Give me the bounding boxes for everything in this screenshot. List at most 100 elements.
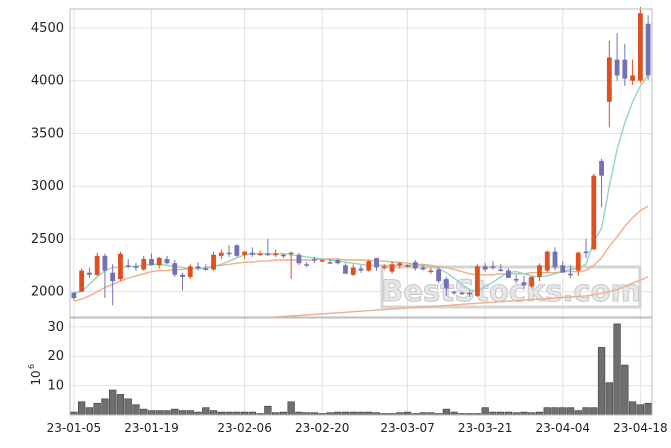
- candle-body: [118, 253, 123, 280]
- candle-body: [513, 279, 519, 281]
- volume-bar: [147, 410, 156, 416]
- candle-body: [327, 262, 333, 264]
- candle-body: [599, 160, 604, 176]
- ma-mid-line: [73, 205, 649, 302]
- candle-body: [459, 292, 465, 295]
- candle-body: [234, 245, 240, 256]
- candle-body: [436, 269, 442, 282]
- volume-grid: [70, 318, 652, 415]
- volume-bar: [116, 394, 125, 416]
- price-tick-label: 2500: [31, 232, 64, 247]
- volume-bar: [171, 408, 179, 416]
- candle-body: [343, 265, 348, 274]
- price-tick-label: 3500: [31, 126, 64, 141]
- candle-body: [280, 254, 286, 257]
- volume-bar: [163, 410, 171, 416]
- candle-body: [211, 254, 216, 270]
- volume-bar: [605, 382, 613, 416]
- volume-unit-base: 10: [29, 370, 43, 385]
- volume-bar: [155, 410, 163, 416]
- volume-bar: [178, 410, 187, 416]
- candle-body: [552, 251, 558, 268]
- volume-tick-label: 20: [47, 349, 64, 364]
- date-tick-label: 23-03-07: [380, 421, 434, 435]
- price-axis-ticks: 2000 2500 3000 3500 4000 4500: [31, 21, 64, 300]
- candle-body: [226, 252, 232, 255]
- candle-body: [273, 253, 279, 256]
- candle-body: [187, 266, 193, 277]
- candle-body: [443, 279, 449, 289]
- volume-bar: [644, 402, 652, 416]
- candle-body: [606, 57, 612, 102]
- watermark-text: BestStocks.com: [381, 274, 641, 308]
- volume-bar: [140, 408, 148, 416]
- date-tick-label: 23-03-21: [458, 421, 512, 435]
- date-axis-ticks: 23-01-05 23-01-19 23-02-06 23-02-20 23-03-07…: [47, 421, 668, 435]
- candle-body: [614, 59, 620, 76]
- candle-body: [110, 272, 116, 282]
- candle-body: [156, 257, 162, 266]
- candle-body: [242, 251, 248, 255]
- date-tick-label: 23-02-20: [295, 421, 349, 435]
- volume-tick-label: 30: [47, 320, 64, 335]
- volume-bar: [590, 407, 598, 416]
- volume-bar: [78, 401, 86, 416]
- candle-body: [249, 252, 255, 255]
- volume-axis-label: 10 6: [27, 364, 43, 386]
- ma-long-line: [265, 276, 649, 317]
- volume-bar: [481, 407, 489, 416]
- candle-body: [622, 59, 628, 79]
- candle-body: [335, 260, 341, 264]
- candle-body: [537, 265, 542, 277]
- price-tick-label: 4000: [31, 74, 64, 89]
- candle-body: [319, 260, 325, 262]
- date-tick-label: 23-04-18: [613, 421, 667, 435]
- volume-bar: [551, 407, 559, 416]
- volume-bar: [132, 404, 140, 416]
- volume-bar: [628, 401, 637, 416]
- candle-body: [304, 264, 310, 266]
- volume-bar: [186, 410, 194, 416]
- candle-body: [482, 266, 488, 270]
- date-tick-label: 23-01-05: [47, 421, 101, 435]
- candle-body: [203, 268, 209, 270]
- candle-body: [591, 175, 597, 250]
- volume-bar: [621, 364, 629, 416]
- volume-bar: [636, 404, 644, 416]
- watermark: BestStocks.com: [380, 265, 642, 309]
- candle-body: [645, 23, 651, 76]
- candle-body: [506, 270, 511, 278]
- candle-body: [637, 13, 643, 81]
- candle-body: [94, 255, 100, 275]
- volume-bar: [202, 407, 210, 416]
- volume-bar: [582, 407, 590, 416]
- candle-body: [498, 269, 504, 272]
- candle-body: [141, 258, 147, 270]
- candle-body: [490, 266, 496, 268]
- volume-bar: [559, 407, 567, 416]
- volume-bars: [70, 323, 652, 416]
- candle-body: [296, 254, 302, 264]
- candle-body: [544, 251, 550, 271]
- volume-bar: [597, 347, 606, 416]
- price-tick-label: 2000: [31, 285, 64, 300]
- price-tick-label: 4500: [31, 21, 64, 36]
- candle-body: [149, 258, 154, 266]
- volume-bar: [543, 407, 551, 416]
- volume-bar: [85, 407, 94, 416]
- candle-body: [412, 262, 418, 269]
- candle-body: [358, 268, 364, 271]
- volume-axis-ticks: 10 20 30: [47, 320, 64, 394]
- date-tick-label: 23-02-06: [217, 421, 271, 435]
- candle-body: [529, 276, 535, 287]
- candle-body: [405, 265, 410, 267]
- candle-body: [195, 266, 201, 269]
- candle-body: [374, 257, 379, 268]
- candle-body: [79, 270, 85, 292]
- candle-body: [428, 270, 434, 273]
- candle-body: [630, 75, 636, 81]
- volume-bar: [566, 407, 575, 416]
- candle-body: [265, 253, 271, 256]
